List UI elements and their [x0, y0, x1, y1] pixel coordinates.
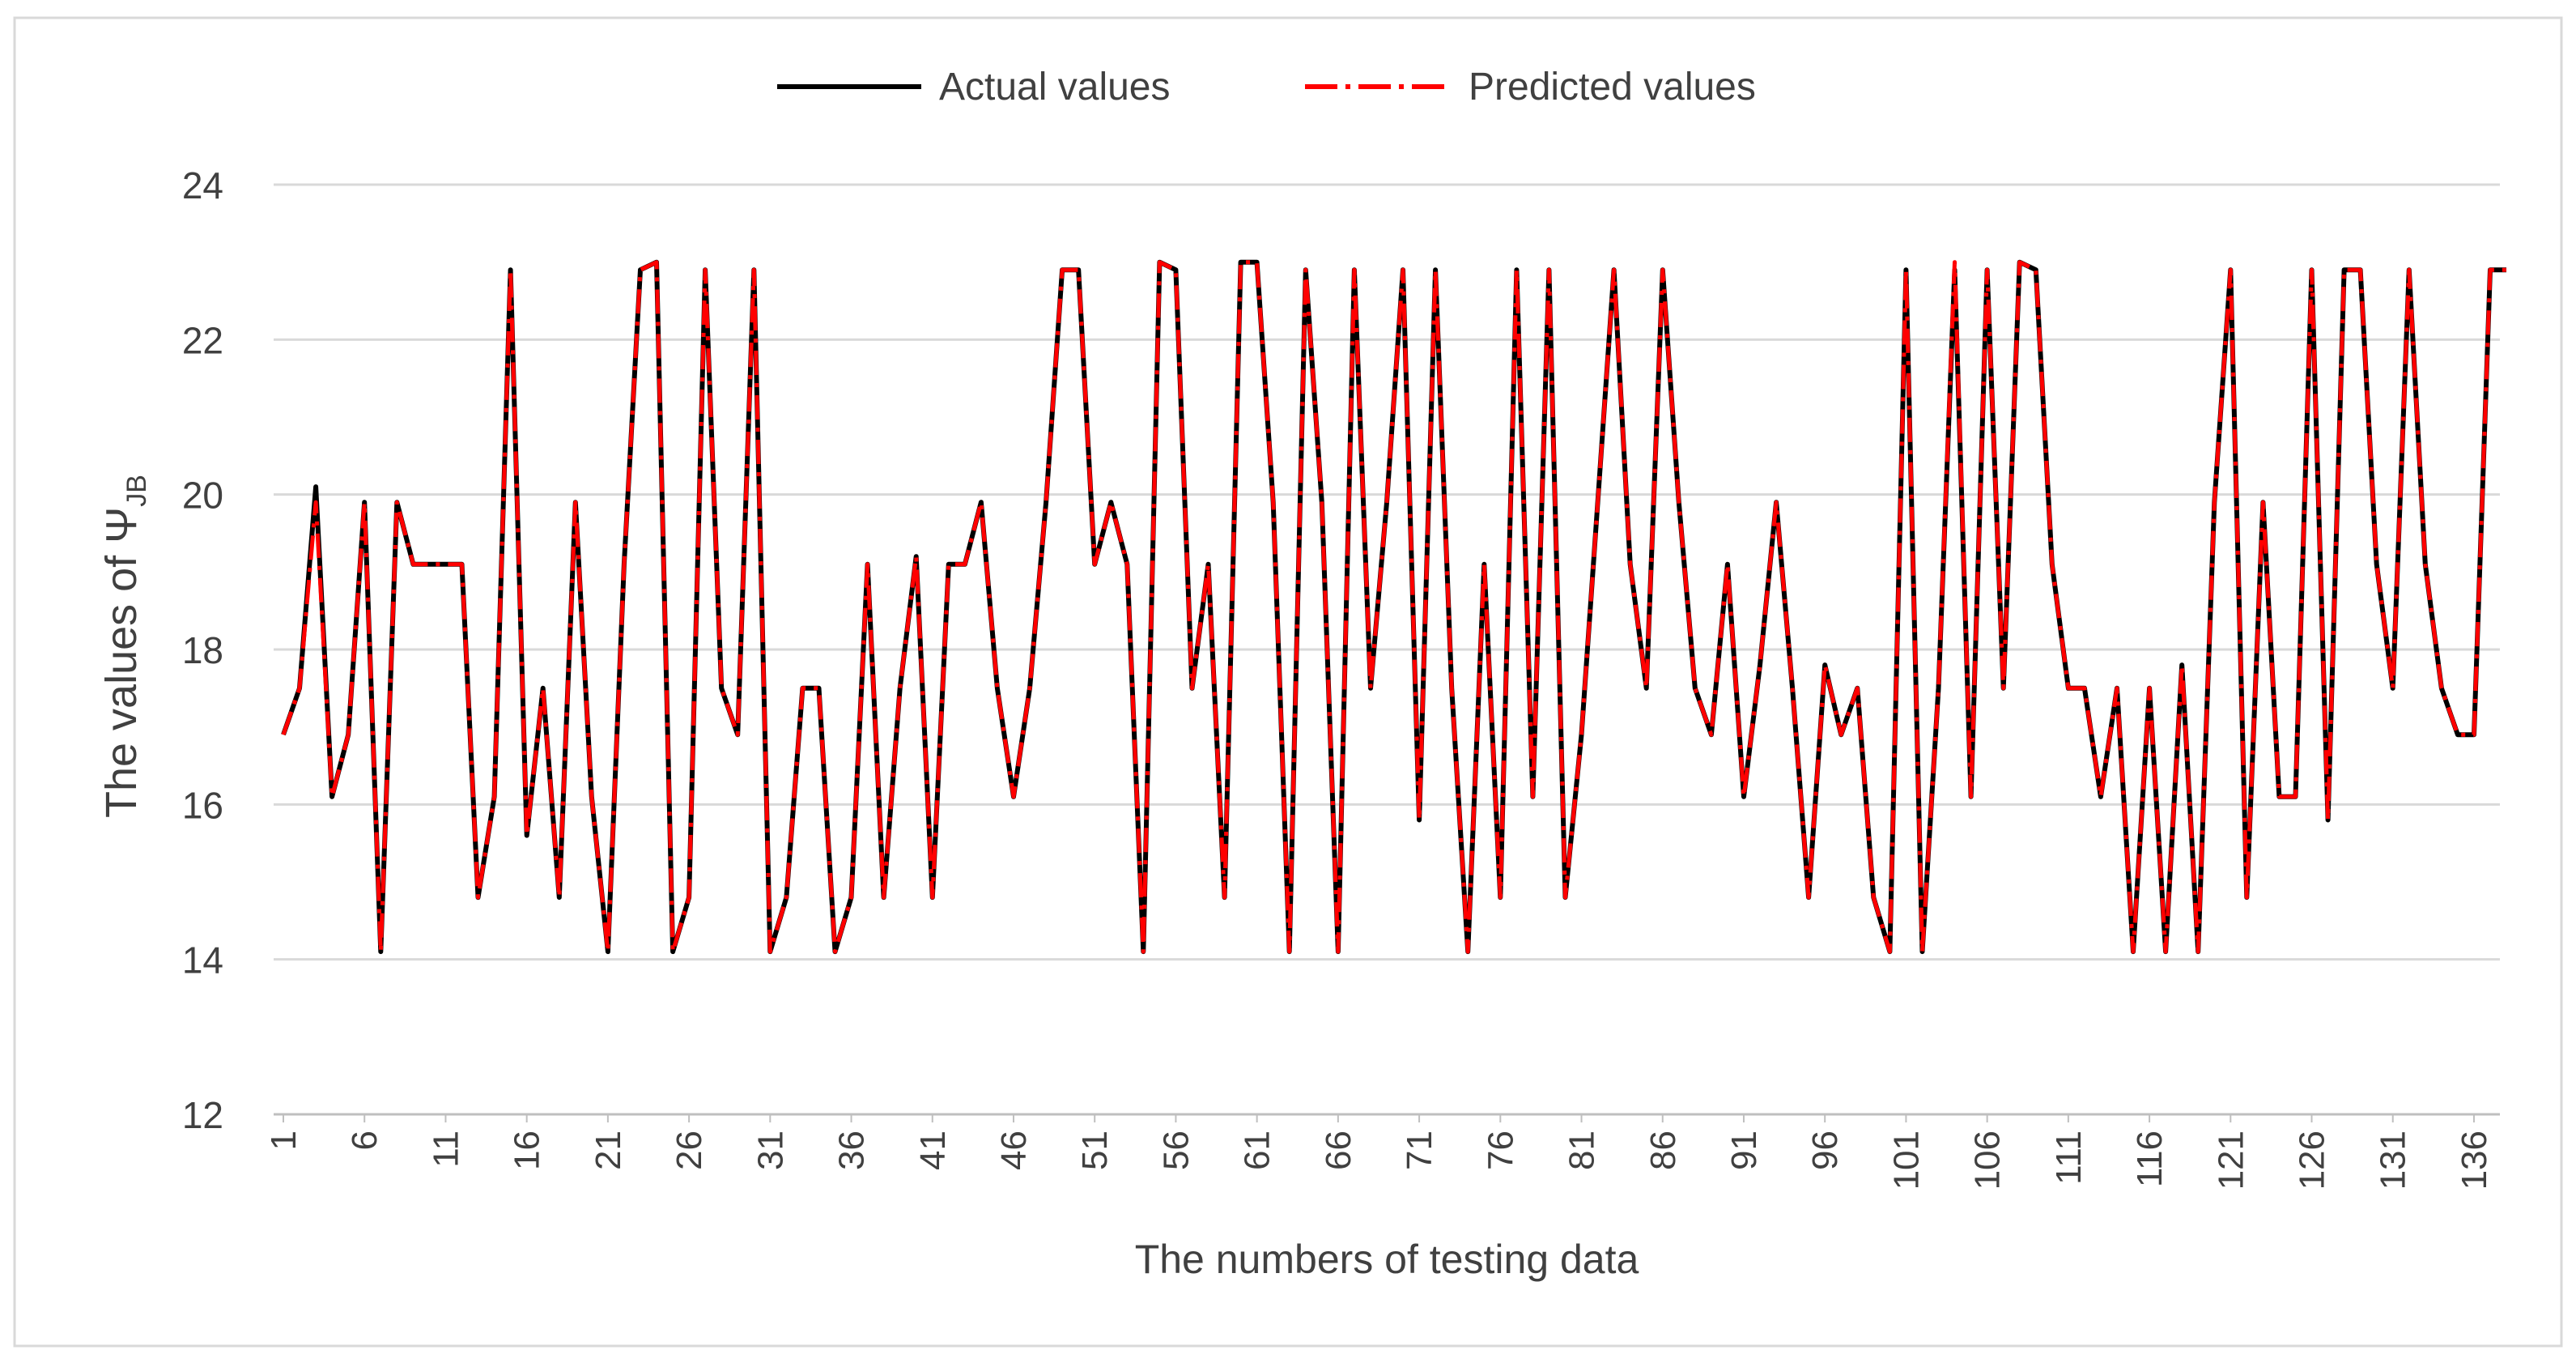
x-axis-ticks: 1 6 11 16 21 26 31 36 41 46 51 56 61 66 71 76 81 86 91 96 10…: [264, 1114, 2494, 1190]
x-tick-label-1: 1: [264, 1131, 304, 1150]
x-tick-label-46: 46: [994, 1131, 1034, 1170]
x-tick-label-36: 36: [832, 1131, 872, 1170]
x-tick-label-56: 56: [1156, 1131, 1196, 1170]
x-tick-label-86: 86: [1643, 1131, 1683, 1170]
x-tick-label-51: 51: [1075, 1131, 1115, 1170]
x-tick-label-136: 136: [2455, 1131, 2494, 1190]
legend-label-predicted: Predicted values: [1469, 66, 1756, 109]
x-tick-label-131: 131: [2374, 1131, 2413, 1190]
x-tick-label-106: 106: [1968, 1131, 2008, 1190]
y-tick-label-20: 20: [182, 475, 223, 517]
x-tick-label-116: 116: [2130, 1131, 2170, 1187]
y-axis-title-subscript: JB: [121, 475, 152, 507]
x-tick-label-126: 126: [2293, 1131, 2332, 1190]
x-tick-label-76: 76: [1481, 1131, 1520, 1170]
x-tick-label-81: 81: [1562, 1131, 1602, 1170]
x-tick-label-26: 26: [670, 1131, 709, 1170]
x-axis-title: The numbers of testing data: [1135, 1237, 1639, 1282]
y-axis-title-main: The values of Ψ: [97, 507, 146, 818]
x-tick-label-6: 6: [345, 1131, 385, 1150]
y-tick-label-24: 24: [182, 164, 223, 207]
x-tick-label-21: 21: [589, 1131, 628, 1170]
series-line-predicted: [281, 260, 2506, 954]
x-tick-label-96: 96: [1805, 1131, 1845, 1170]
legend: Actual values Predicted values: [777, 66, 1756, 109]
x-tick-label-31: 31: [750, 1131, 790, 1170]
chart-border: [13, 16, 2563, 1348]
y-axis-title: The values of ΨJB: [97, 475, 152, 818]
y-axis-ticks: 12 14 16 18 20 22 24: [182, 164, 223, 1136]
y-tick-label-14: 14: [182, 939, 223, 982]
x-tick-label-11: 11: [426, 1131, 465, 1168]
x-tick-label-71: 71: [1400, 1131, 1439, 1170]
x-tick-label-121: 121: [2211, 1131, 2251, 1190]
y-tick-label-12: 12: [182, 1094, 223, 1136]
x-tick-label-91: 91: [1724, 1131, 1764, 1170]
x-tick-label-16: 16: [508, 1131, 547, 1170]
x-tick-label-111: 111: [2049, 1131, 2089, 1185]
gridlines: [274, 183, 2500, 961]
x-tick-label-41: 41: [913, 1131, 953, 1170]
y-tick-label-22: 22: [182, 319, 223, 361]
legend-label-actual: Actual values: [939, 66, 1171, 109]
x-tick-label-66: 66: [1319, 1131, 1358, 1170]
x-tick-label-61: 61: [1238, 1131, 1277, 1170]
x-tick-label-101: 101: [1886, 1131, 1926, 1190]
y-tick-label-18: 18: [182, 629, 223, 671]
series-layer: [281, 259, 2506, 955]
y-tick-label-16: 16: [182, 784, 223, 826]
